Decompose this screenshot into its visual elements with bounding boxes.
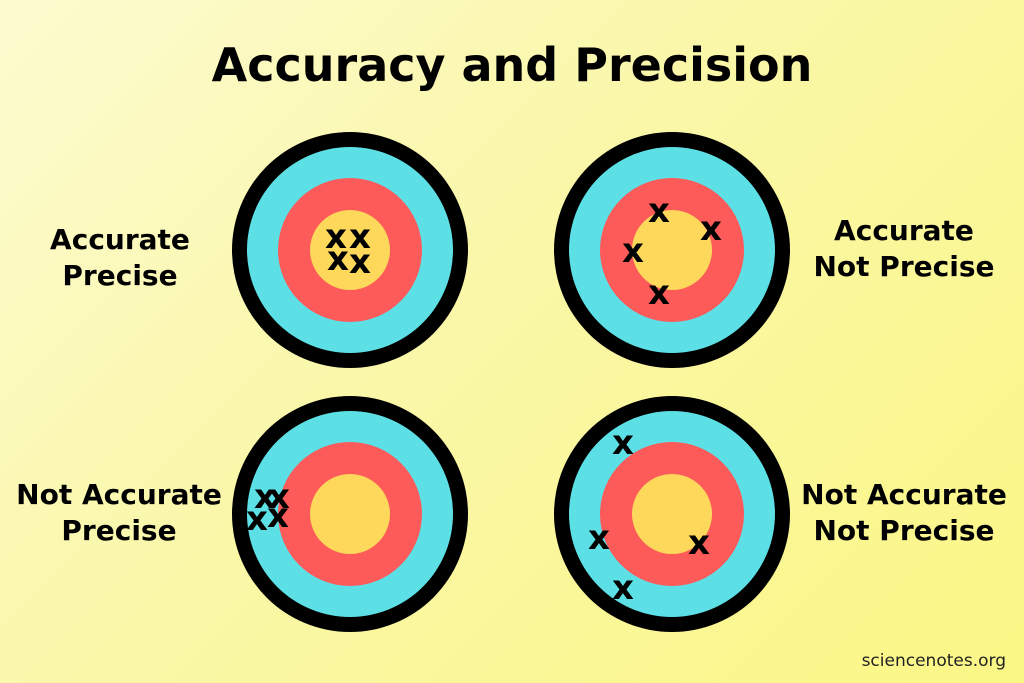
x-mark: x — [688, 523, 710, 563]
label-line: Precise — [61, 514, 177, 547]
x-mark: x — [700, 209, 722, 249]
target-accurate-precise: x x x x — [230, 130, 470, 370]
target-accurate-not-precise: x x x x — [552, 130, 792, 370]
target-not-accurate-precise: x x x x — [230, 394, 470, 634]
x-mark: x — [648, 273, 670, 313]
x-mark: x — [349, 217, 371, 257]
x-mark: x — [622, 231, 644, 271]
x-mark: x — [612, 423, 634, 463]
target-bullseye — [310, 210, 390, 290]
label-line: Precise — [62, 259, 178, 292]
x-mark: x — [267, 496, 289, 536]
x-mark: x — [349, 242, 371, 282]
x-mark: x — [268, 477, 290, 517]
target-bullseye — [632, 210, 712, 290]
page-title: Accuracy and Precision — [211, 38, 813, 92]
label-line: Accurate — [50, 223, 190, 256]
target-bullseye — [632, 474, 712, 554]
label-line: Not Accurate — [16, 478, 222, 511]
label-line: Accurate — [834, 214, 974, 247]
label-line: Not Accurate — [801, 478, 1007, 511]
x-mark: x — [254, 477, 276, 517]
x-mark: x — [612, 568, 634, 608]
target-bullseye — [310, 474, 390, 554]
label-accurate-not-precise: Accurate Not Precise — [794, 213, 1014, 285]
target-not-accurate-not-precise: x x x x — [552, 394, 792, 634]
label-line: Not Precise — [813, 250, 995, 283]
x-mark: x — [327, 239, 349, 279]
label-not-accurate-not-precise: Not Accurate Not Precise — [790, 477, 1018, 549]
x-mark: x — [588, 518, 610, 558]
x-mark: x — [325, 217, 347, 257]
x-mark: x — [648, 191, 670, 231]
label-line: Not Precise — [813, 514, 995, 547]
x-mark: x — [246, 499, 268, 539]
label-not-accurate-precise: Not Accurate Precise — [6, 477, 232, 549]
label-accurate-precise: Accurate Precise — [20, 222, 220, 294]
site-credit: sciencenotes.org — [861, 651, 1006, 671]
